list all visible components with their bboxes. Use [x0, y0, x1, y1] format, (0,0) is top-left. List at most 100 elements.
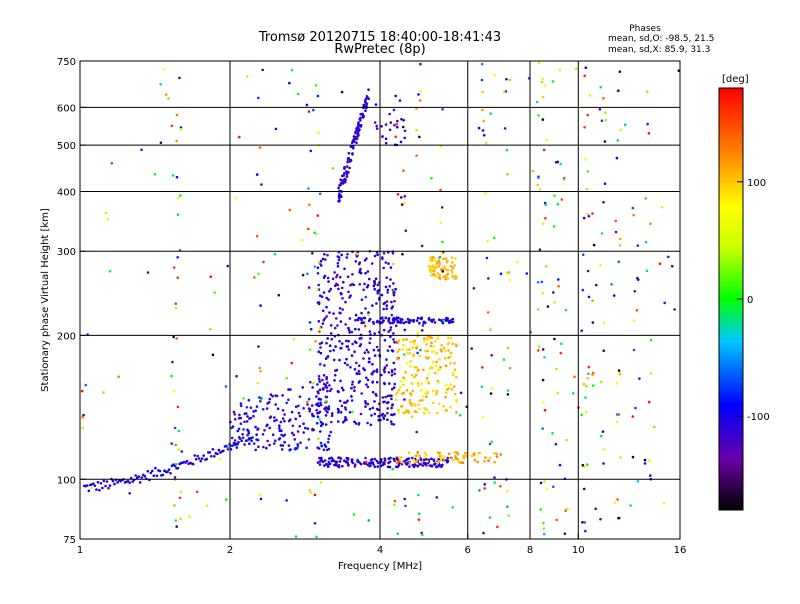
echo-point: [152, 474, 156, 478]
echo-point: [235, 197, 238, 200]
echo-point: [370, 372, 374, 376]
echo-point: [482, 531, 485, 535]
echo-point: [451, 506, 455, 509]
echo-point: [440, 454, 444, 458]
echo-point: [247, 431, 251, 435]
echo-point: [443, 265, 446, 269]
echo-point: [356, 460, 359, 463]
echo-point: [553, 337, 556, 341]
echo-point: [381, 396, 385, 399]
echo-point: [334, 460, 338, 464]
echo-point: [444, 383, 448, 387]
echo-point: [262, 260, 265, 264]
echo-point: [274, 403, 278, 406]
echo-point: [525, 272, 529, 275]
echo-point: [359, 116, 362, 120]
echo-point: [359, 267, 362, 271]
echo-point: [279, 444, 283, 447]
echo-point: [558, 68, 562, 72]
echo-point: [296, 430, 300, 433]
echo-point: [508, 366, 512, 370]
echo-point: [537, 114, 540, 117]
echo-point: [236, 442, 239, 446]
echo-point: [447, 349, 450, 352]
echo-point: [392, 457, 396, 461]
echo-point: [98, 488, 101, 492]
echo-point: [384, 261, 388, 264]
echo-point: [307, 110, 311, 113]
echo-point: [330, 387, 333, 391]
echo-point: [324, 423, 328, 426]
echo-point: [493, 74, 496, 77]
echo-point: [411, 456, 414, 460]
echo-point: [316, 272, 320, 275]
echo-point: [444, 395, 447, 399]
echo-point: [387, 371, 391, 374]
echo-point: [437, 451, 441, 455]
echo-point: [231, 425, 235, 428]
echo-point: [248, 442, 251, 446]
echo-point: [614, 230, 618, 234]
echo-point: [175, 113, 179, 117]
echo-point: [552, 225, 556, 228]
echo-point: [179, 127, 183, 131]
echo-point: [331, 458, 335, 461]
echo-point: [339, 379, 342, 383]
echo-point: [316, 446, 320, 450]
echo-point: [309, 491, 312, 494]
echo-point: [553, 301, 556, 304]
y-axis-label: Stationary phase Virtual Height [km]: [40, 208, 51, 392]
echo-point: [343, 401, 346, 404]
echo-point: [315, 395, 318, 398]
echo-point: [305, 446, 308, 450]
echo-point: [140, 148, 143, 152]
echo-point: [99, 482, 103, 485]
echo-point: [258, 366, 262, 370]
echo-point: [383, 400, 387, 404]
echo-point: [559, 351, 563, 355]
echo-point: [261, 433, 265, 436]
echo-point: [470, 454, 474, 458]
echo-point: [432, 463, 436, 466]
echo-point: [602, 201, 605, 204]
echo-point: [166, 470, 169, 474]
echo-point: [310, 404, 314, 407]
echo-point: [350, 386, 353, 390]
echo-point: [404, 504, 407, 508]
echo-point: [371, 390, 375, 394]
echo-point: [381, 135, 384, 138]
echo-point: [416, 464, 420, 468]
echo-point: [456, 457, 459, 461]
echo-point: [134, 474, 137, 477]
echo-point: [499, 485, 502, 488]
echo-point: [350, 330, 354, 334]
echo-point: [667, 255, 670, 259]
echo-point: [364, 104, 367, 107]
echo-point: [336, 255, 340, 258]
echo-point: [274, 439, 277, 443]
echo-point: [347, 170, 350, 174]
echo-point: [243, 420, 246, 424]
echo-point: [584, 158, 587, 161]
echo-point: [425, 395, 428, 398]
echo-point: [397, 408, 400, 412]
echo-point: [380, 321, 384, 325]
echo-point: [408, 465, 411, 468]
echo-point: [287, 444, 291, 447]
echo-point: [345, 256, 349, 259]
echo-point: [617, 413, 621, 416]
echo-point: [261, 68, 265, 72]
echo-point: [580, 413, 583, 417]
echo-point: [313, 493, 317, 497]
echo-point: [325, 448, 329, 452]
echo-point: [340, 174, 344, 178]
echo-point: [432, 401, 435, 405]
echo-point: [382, 266, 386, 270]
echo-point: [617, 369, 621, 372]
echo-point: [328, 311, 331, 314]
echo-point: [427, 373, 430, 376]
echo-point: [488, 456, 492, 460]
echo-point: [427, 411, 431, 414]
echo-point: [276, 407, 280, 411]
echo-point: [390, 300, 393, 304]
